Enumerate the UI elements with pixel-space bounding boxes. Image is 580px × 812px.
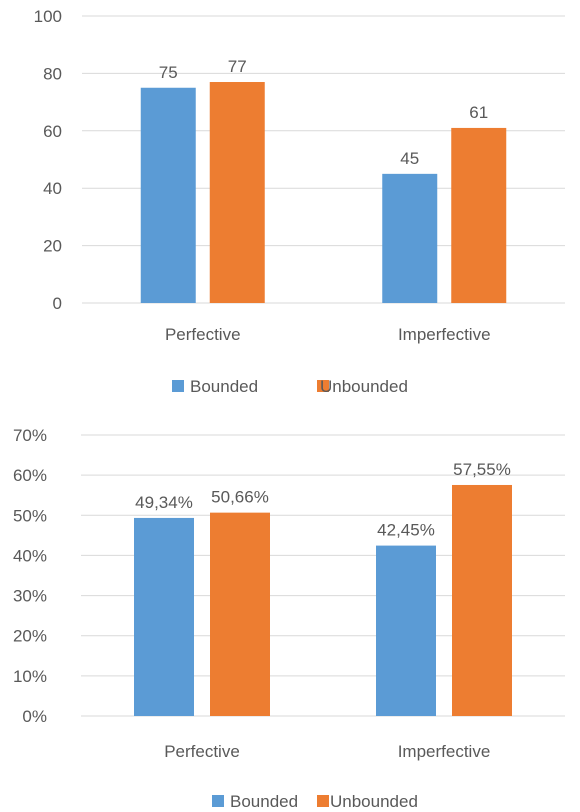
y-tick-label: 70% [13,426,47,445]
legend-swatch [317,380,329,392]
y-tick-label: 80 [43,64,62,83]
data-label: 42,45% [377,521,435,540]
y-tick-label: 30% [13,587,47,606]
data-label: 45 [400,149,419,168]
chart-percentages: 0% 10% 20% 30% 40% 50% 60% 70% 49,34% 50,66% Perfe… [13,426,565,811]
bar-bounded-imperfective [376,545,436,716]
data-label: 50,66% [211,488,269,507]
category-label: Imperfective [398,742,491,761]
category-label: Imperfective [398,325,491,344]
data-label: 77 [228,57,247,76]
legend-label: Unbounded [330,792,418,811]
legend-swatch [317,795,329,807]
y-tick-label: 0 [53,294,62,313]
data-label: 49,34% [135,493,193,512]
data-label: 57,55% [453,460,511,479]
bar-unbounded-perfective [210,512,270,716]
y-tick-label: 20% [13,627,47,646]
legend-label: Bounded [230,792,298,811]
y-tick-label: 40% [13,546,47,565]
y-tick-label: 0% [22,707,47,726]
data-label: 75 [159,63,178,82]
bar-bounded-imperfective [382,173,438,303]
bar-unbounded-imperfective [451,127,507,304]
y-tick-label: 100 [34,7,62,26]
bar-bounded-perfective [134,517,194,716]
y-tick-label: 60% [13,466,47,485]
category-label: Perfective [164,742,240,761]
bar-unbounded-perfective [209,82,265,303]
legend-swatch [212,795,224,807]
category-label: Perfective [165,325,241,344]
bar-unbounded-imperfective [452,484,512,716]
bar-bounded-perfective [140,87,196,303]
legend-label: Unbounded [320,377,408,396]
y-tick-label: 60 [43,122,62,141]
y-tick-label: 40 [43,179,62,198]
data-label: 61 [469,103,488,122]
chart-counts: 0 20 40 60 80 100 75 77 Perfective 45 61 Imperfecti… [34,7,565,396]
y-tick-label: 20 [43,237,62,256]
y-tick-label: 50% [13,506,47,525]
legend-swatch [172,380,184,392]
y-tick-label: 10% [13,667,47,686]
legend-label: Bounded [190,377,258,396]
